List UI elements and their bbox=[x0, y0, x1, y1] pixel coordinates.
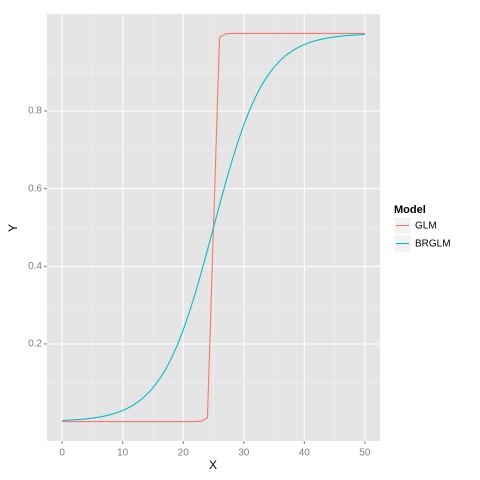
y-axis-title: Y bbox=[6, 224, 20, 232]
y-tick-label: 0.6 bbox=[28, 183, 42, 194]
line bbox=[62, 33, 365, 422]
y-tick-label: 0.8 bbox=[28, 106, 42, 117]
x-tick-label: 20 bbox=[178, 448, 190, 459]
x-tick-label: 40 bbox=[299, 448, 311, 459]
x-tick-label: 0 bbox=[59, 448, 65, 459]
x-tick-label: 50 bbox=[359, 448, 371, 459]
legend-label: GLM bbox=[415, 221, 437, 232]
x-tick-label: 10 bbox=[117, 448, 129, 459]
x-tick-label: 30 bbox=[238, 448, 250, 459]
legend-label: BRGLM bbox=[415, 239, 451, 250]
y-tick-label: 0.2 bbox=[28, 339, 42, 350]
y-tick-label: 0.4 bbox=[28, 261, 42, 272]
x-axis-title: X bbox=[209, 458, 217, 472]
legend-title: Model bbox=[394, 204, 426, 216]
